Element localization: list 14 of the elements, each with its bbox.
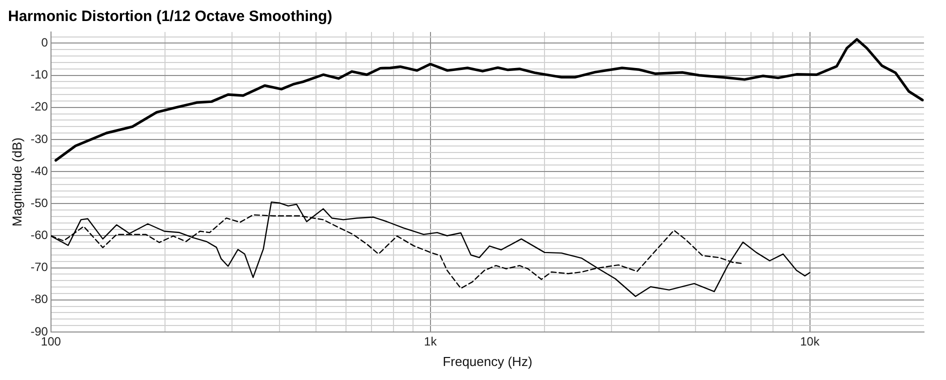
y-tick-label: -80: [30, 292, 48, 306]
y-tick-label: 0: [41, 36, 48, 50]
y-tick-label: -30: [30, 132, 48, 146]
y-tick-label: -70: [30, 260, 48, 274]
x-axis-title: Frequency (Hz): [442, 354, 532, 369]
chart-title: Harmonic Distortion (1/12 Octave Smoothing): [8, 8, 332, 26]
y-tick-label: -10: [30, 68, 48, 82]
x-tick-label: 10k: [800, 334, 820, 349]
y-tick-label: -50: [30, 196, 48, 210]
y-tick-label: -60: [30, 228, 48, 242]
y-tick-label: -20: [30, 100, 48, 114]
x-tick-label: 1k: [424, 334, 438, 349]
y-tick-label: -40: [30, 164, 48, 178]
y-axis-title: Magnitude (dB): [9, 138, 24, 226]
